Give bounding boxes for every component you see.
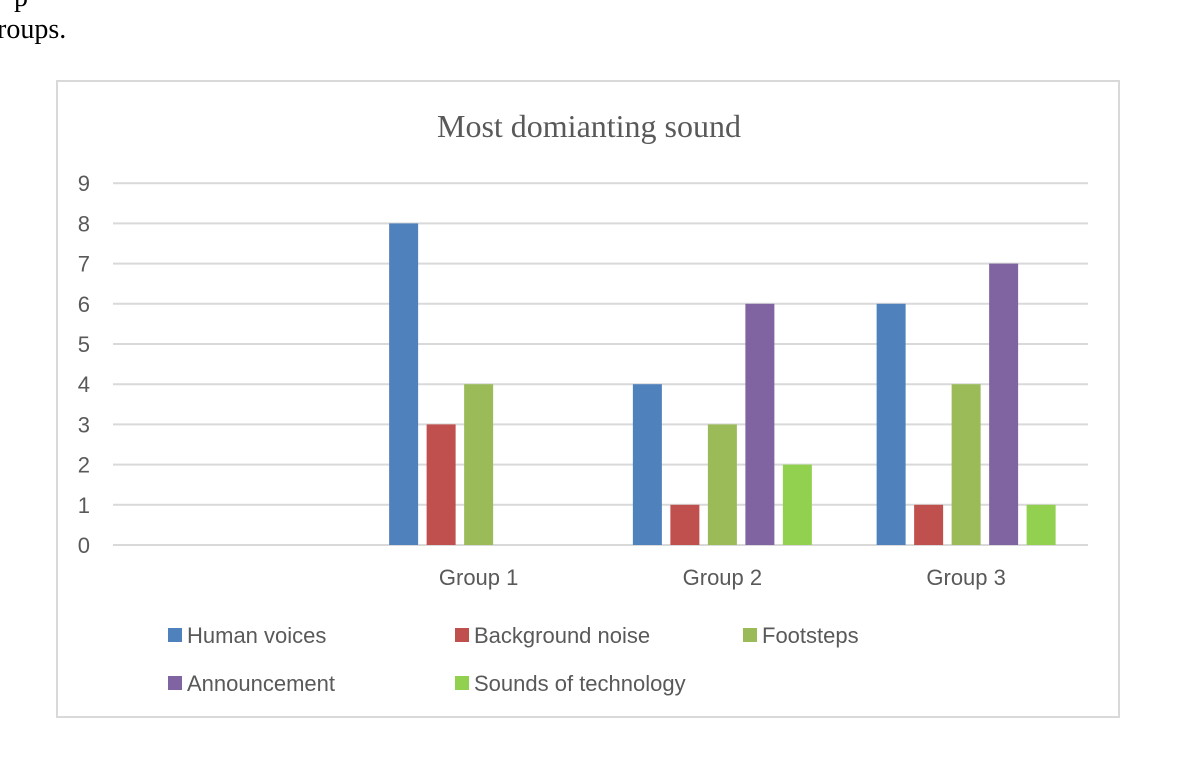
legend: Human voices Background noise Footsteps Ann…: [168, 623, 859, 696]
chart-frame: [56, 80, 1120, 718]
legend-swatch: [168, 676, 182, 690]
bar-sounds-of-technology-group-2: [782, 464, 812, 545]
legend-label: Announcement: [187, 671, 335, 696]
x-tick-label: Group 2: [683, 565, 763, 590]
bar-background-noise-group-1: [426, 424, 456, 545]
legend-label: Background noise: [474, 623, 650, 648]
bars: [389, 223, 1056, 545]
x-tick-label: Group 3: [926, 565, 1006, 590]
y-axis-tick-labels: 0 1 2 3 4 5 6 7 8 9: [78, 171, 90, 558]
x-axis-tick-labels: Group 1 Group 2 Group 3: [439, 565, 1006, 590]
legend-label: Human voices: [187, 623, 326, 648]
y-tick-label: 3: [78, 412, 90, 437]
bar-footsteps-group-1: [464, 384, 494, 545]
gridlines: [113, 182, 1088, 546]
y-tick-label: 8: [78, 211, 90, 236]
bar-footsteps-group-3: [951, 384, 981, 545]
legend-swatch: [168, 628, 182, 642]
legend-swatch: [743, 628, 757, 642]
bar-footsteps-group-2: [707, 424, 737, 545]
document-text-fragment: p roups.: [0, 0, 1187, 50]
x-tick-label: Group 1: [439, 565, 519, 590]
bar-background-noise-group-2: [670, 504, 700, 545]
document-line-1: p: [14, 0, 28, 14]
bar-human-voices-group-1: [389, 223, 419, 545]
y-tick-label: 7: [78, 252, 90, 277]
document-line-2: roups.: [0, 14, 67, 45]
chart-title: Most domianting sound: [437, 108, 741, 144]
y-tick-label: 9: [78, 171, 90, 196]
y-tick-label: 4: [78, 372, 90, 397]
bar-sounds-of-technology-group-3: [1026, 504, 1056, 545]
legend-label: Footsteps: [762, 623, 859, 648]
legend-label: Sounds of technology: [474, 671, 686, 696]
bar-background-noise-group-3: [914, 504, 944, 545]
y-tick-label: 5: [78, 332, 90, 357]
bar-announcement-group-2: [745, 303, 775, 545]
y-tick-label: 2: [78, 453, 90, 478]
bar-human-voices-group-3: [876, 303, 906, 545]
bar-announcement-group-3: [989, 263, 1019, 545]
y-tick-label: 0: [78, 533, 90, 558]
legend-swatch: [455, 628, 469, 642]
bar-human-voices-group-2: [632, 384, 662, 545]
y-tick-label: 6: [78, 292, 90, 317]
y-tick-label: 1: [78, 493, 90, 518]
legend-swatch: [455, 676, 469, 690]
